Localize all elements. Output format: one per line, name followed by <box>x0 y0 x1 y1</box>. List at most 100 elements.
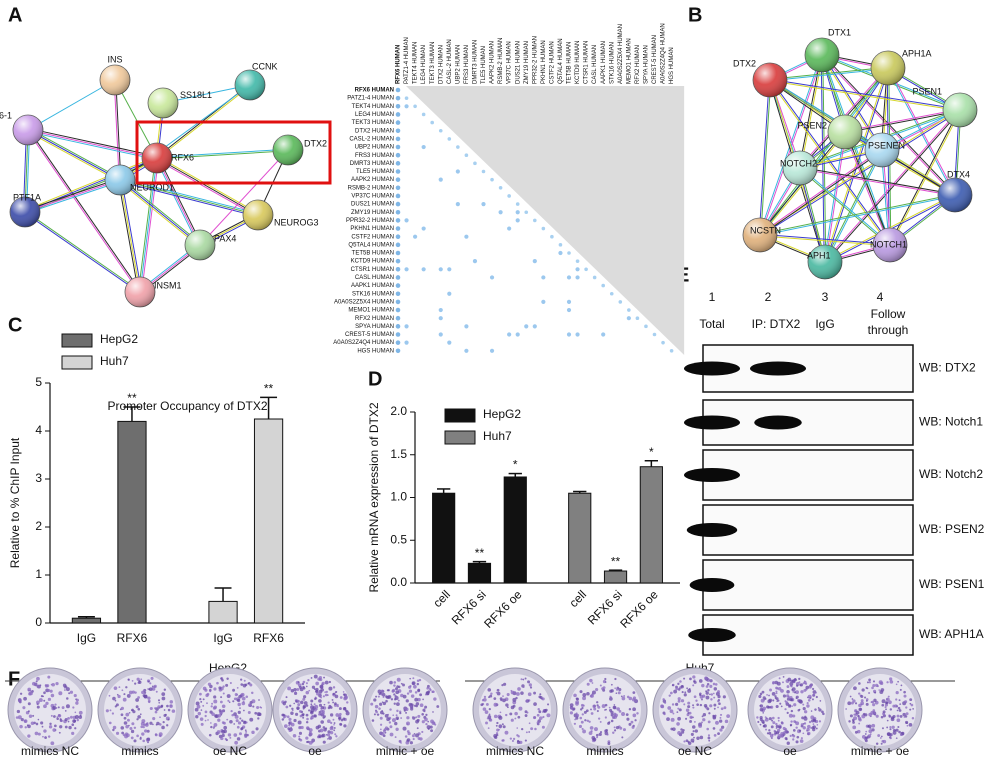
colony <box>881 727 884 730</box>
matrix-dot <box>575 275 580 280</box>
colony <box>799 683 804 687</box>
colony <box>588 720 591 723</box>
colony <box>761 690 765 694</box>
matrix-dot <box>627 308 631 312</box>
colony <box>791 679 796 683</box>
column-label: AAPK2 HUMAN <box>490 41 496 84</box>
lane-number: 4 <box>877 290 884 304</box>
matrix-dot <box>395 201 401 207</box>
colony <box>871 700 875 704</box>
colony <box>240 727 244 730</box>
colony <box>681 691 684 694</box>
node-shine <box>273 135 303 165</box>
colony <box>299 738 303 742</box>
matrix-dot <box>395 169 401 174</box>
matrix-dot <box>566 307 572 313</box>
colony <box>305 690 310 695</box>
colony <box>811 698 814 701</box>
colony <box>760 698 765 703</box>
colony <box>233 712 237 716</box>
colony <box>47 735 51 738</box>
colony <box>116 693 119 696</box>
colony <box>811 719 815 723</box>
colony <box>217 714 222 718</box>
colony <box>320 707 323 710</box>
colony <box>759 723 762 726</box>
colony <box>626 717 630 721</box>
colony <box>282 701 286 706</box>
colony <box>413 704 417 707</box>
colony <box>766 732 770 735</box>
colony <box>393 702 396 705</box>
colony <box>687 705 691 709</box>
colony <box>256 706 260 710</box>
matrix-dot <box>626 316 631 321</box>
y-axis-label: Relative to % ChIP Input <box>8 437 22 568</box>
colony <box>294 691 297 694</box>
matrix-dot <box>438 267 443 272</box>
colony <box>138 680 141 683</box>
matrix-dot <box>575 332 580 337</box>
colony <box>36 676 40 681</box>
colony <box>895 698 898 701</box>
node-label: PSEN1 <box>912 86 942 96</box>
network-edge <box>760 195 956 237</box>
colony <box>27 710 30 713</box>
y-tick-label: 0 <box>35 615 42 629</box>
colony <box>327 719 331 724</box>
matrix-dot <box>464 153 469 157</box>
network-edge <box>199 149 289 246</box>
network-edge <box>845 110 961 134</box>
colony <box>890 717 895 722</box>
colony <box>236 737 241 741</box>
colony <box>777 716 780 720</box>
colony <box>34 731 39 736</box>
colony <box>125 686 128 689</box>
colony <box>204 710 208 714</box>
colony <box>326 738 329 740</box>
blot-band <box>689 578 735 592</box>
colony <box>75 701 79 705</box>
colony <box>812 723 815 725</box>
colony <box>764 717 769 722</box>
row-label: TET5B HUMAN <box>352 251 394 257</box>
colony <box>851 698 854 700</box>
colony <box>815 727 818 730</box>
colony <box>670 727 674 731</box>
node-shine <box>828 115 862 149</box>
colony <box>792 729 796 732</box>
colony <box>860 703 863 706</box>
colony <box>231 713 234 717</box>
colony <box>537 708 540 711</box>
colony <box>709 704 713 708</box>
column-label: TEKT4 HUMAN <box>413 42 419 84</box>
colony <box>258 699 260 701</box>
colony <box>410 694 415 698</box>
colony <box>334 694 339 699</box>
colony <box>147 688 149 690</box>
colony <box>886 726 889 729</box>
colony <box>227 699 230 702</box>
colony <box>195 701 200 706</box>
colony <box>772 699 775 702</box>
colony <box>413 684 417 689</box>
matrix-dot <box>395 307 401 313</box>
network-edge <box>118 180 200 247</box>
colony <box>151 685 154 688</box>
column-label: HGS HUMAN <box>669 47 675 84</box>
colony <box>424 717 428 722</box>
colony <box>874 691 877 694</box>
colony <box>108 694 111 697</box>
colony <box>775 731 780 735</box>
colony <box>56 717 59 721</box>
colony <box>888 715 892 718</box>
colony <box>784 728 788 731</box>
colony <box>879 737 882 739</box>
colony <box>780 731 784 736</box>
colony <box>910 703 914 707</box>
colony <box>113 686 118 690</box>
bar <box>117 420 147 624</box>
colony <box>632 713 637 718</box>
colony <box>427 720 430 723</box>
colony <box>233 723 236 725</box>
